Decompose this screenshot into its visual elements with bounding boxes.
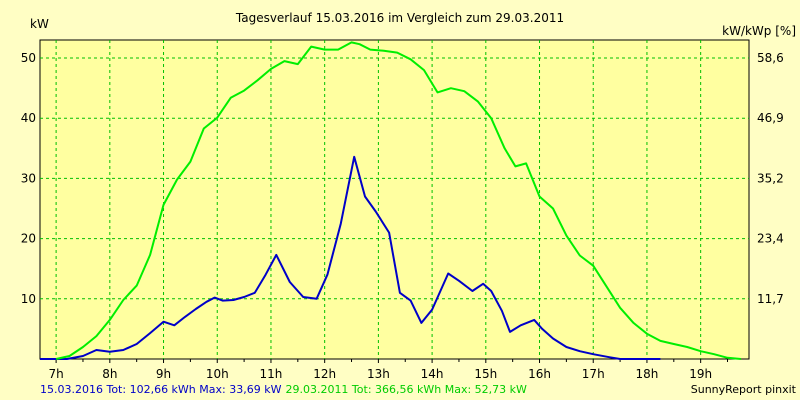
- x-tick-label: 14h: [421, 367, 444, 381]
- credit-text: SunnyReport pinxit: [691, 383, 797, 396]
- x-tick-label: 9h: [156, 367, 171, 381]
- legend-series-1: 15.03.2016 Tot: 102,66 kWh Max: 33,69 kW: [40, 383, 282, 396]
- legend-series-2: 29.03.2011 Tot: 366,56 kWh Max: 52,73 kW: [285, 383, 527, 396]
- x-tick-label: 19h: [689, 367, 712, 381]
- y-right-tick-label: 35,2: [757, 171, 784, 185]
- y-right-tick-label: 58,6: [757, 51, 784, 65]
- y-left-tick-label: 40: [21, 111, 36, 125]
- x-tick-label: 17h: [582, 367, 605, 381]
- right-axis-unit: kW/kWp [%]: [722, 24, 796, 38]
- y-left-tick-label: 30: [21, 171, 36, 185]
- chart-title: Tagesverlauf 15.03.2016 im Vergleich zum…: [235, 11, 564, 25]
- x-tick-label: 16h: [528, 367, 551, 381]
- x-tick-label: 13h: [367, 367, 390, 381]
- x-tick-label: 10h: [206, 367, 229, 381]
- y-right-tick-label: 46,9: [757, 111, 784, 125]
- x-tick-label: 12h: [313, 367, 336, 381]
- y-right-tick-label: 23,4: [757, 232, 784, 246]
- x-tick-label: 18h: [636, 367, 659, 381]
- left-axis-unit: kW: [30, 17, 49, 31]
- y-right-tick-label: 11,7: [757, 292, 784, 306]
- x-tick-label: 11h: [260, 367, 283, 381]
- x-tick-label: 15h: [474, 367, 497, 381]
- plot-area: [40, 40, 749, 359]
- x-tick-label: 8h: [102, 367, 117, 381]
- y-left-tick-label: 50: [21, 51, 36, 65]
- y-left-tick-label: 20: [21, 232, 36, 246]
- y-left-tick-label: 10: [21, 292, 36, 306]
- x-tick-label: 7h: [48, 367, 63, 381]
